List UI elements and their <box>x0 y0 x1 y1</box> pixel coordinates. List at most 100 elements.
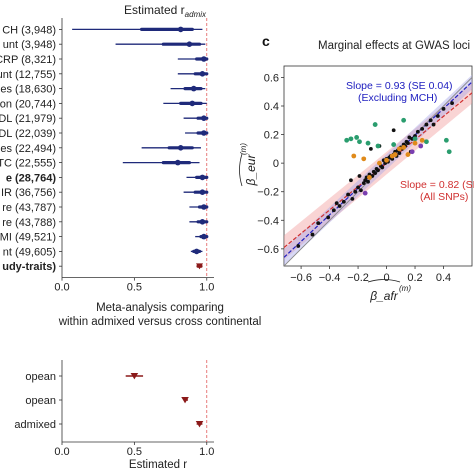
forest-estimate-point <box>177 26 184 33</box>
scatter-x-tick-label: −0.4 <box>319 272 341 284</box>
scatter-point-other <box>361 181 366 186</box>
forest-row-label: DL (22,039) <box>0 128 56 140</box>
forest-estimate-point <box>199 174 206 181</box>
scatter-point-orange <box>377 160 382 166</box>
scatter-point-orange <box>396 146 402 152</box>
scatter-point-green <box>348 136 354 142</box>
forest-estimate-point <box>189 100 196 107</box>
scatter-point-other <box>357 174 362 178</box>
annotation-slope-all-snps: Slope = 0.82 (SE 0 <box>400 179 474 191</box>
scatter-point-orange <box>361 156 367 162</box>
scatter-point-other <box>356 185 360 190</box>
forest-estimate-point <box>201 56 207 62</box>
forest-estimate-point <box>201 204 207 210</box>
scatter-point-green <box>354 135 360 140</box>
annotation-slope-excluding-mch: Slope = 0.93 (SE 0.04) <box>346 80 453 92</box>
scatter-point-other <box>407 135 412 140</box>
scatter-point-other <box>406 141 410 146</box>
forest-xlabel-top: Estimated radmix <box>124 3 207 19</box>
scatter-point-green <box>372 122 378 127</box>
scatter-point-other <box>420 126 425 131</box>
meta-title-line: Meta-analysis comparing <box>96 302 224 314</box>
scatter-point-green <box>344 137 350 143</box>
forest-plot-admix: Estimated radmix CH (3,948) unt (3,948) CR… <box>0 3 214 294</box>
meta-row-label: opean <box>25 395 56 407</box>
forest-row-label: MI (49,521) <box>0 232 56 244</box>
meta-row-label: opean <box>25 371 56 383</box>
scatter-xlabel-hat <box>367 279 401 283</box>
scatter-point-purple <box>418 143 424 149</box>
scatter-point-other <box>310 232 315 237</box>
annotation-sub-all-snps: (All SNPs) <box>420 191 468 203</box>
meta-estimate-triangle <box>130 372 139 380</box>
forest-row-label: CRP (8,321) <box>0 54 56 66</box>
scatter-point-green <box>375 143 381 149</box>
forest-row-label: on (20,744) <box>0 98 56 110</box>
forest-estimate-point <box>175 159 181 166</box>
scatter-x-tick-label: 0 <box>383 272 389 284</box>
scatter-y-tick-label: 0.2 <box>264 130 279 142</box>
meta-x-axis: 0.0 0.5 1.0 <box>54 360 214 458</box>
scatter-x-tick-label: 0.2 <box>407 272 422 284</box>
meta-x-tick-label: 0.0 <box>54 446 69 458</box>
scatter-point-other <box>337 204 342 208</box>
forest-estimate-point <box>193 248 200 255</box>
meta-x-tick-label: 0.5 <box>127 446 142 458</box>
scatter-point-orange <box>401 145 407 150</box>
scatter-y-tick-label: 0.6 <box>264 72 279 84</box>
scatter-point-orange <box>351 153 357 159</box>
scatter-xlabel-sup: (m) <box>399 284 411 293</box>
scatter-point-orange <box>367 175 372 180</box>
meta-title: Meta-analysis comparing within admixed ve… <box>58 302 262 328</box>
scatter-point-other <box>450 101 454 106</box>
scatter-point-orange <box>419 137 425 143</box>
scatter-point-other <box>296 244 301 248</box>
forest-estimate-point <box>201 115 207 121</box>
scatter-x-tick-label: −0.6 <box>290 272 312 284</box>
forest-xlabel-sub: admix <box>185 10 207 19</box>
scatter-point-other <box>353 189 358 194</box>
scatter-x-tick-label: −0.2 <box>347 272 369 284</box>
scatter-y-tick-label: −0.4 <box>257 215 279 227</box>
forest-x-tick-label: 1.0 <box>199 282 214 294</box>
forest-estimate-point <box>186 41 193 47</box>
scatter-point-purple <box>362 190 368 196</box>
scatter-point-other <box>428 118 433 123</box>
forest-x-tick-label: 0.5 <box>127 282 142 294</box>
meta-rows: opean opean admixed <box>14 371 204 431</box>
scatter-point-green <box>443 137 449 143</box>
forest-row-label: e (28,764) <box>6 172 56 184</box>
scatter-point-other <box>380 165 385 170</box>
scatter-point-purple <box>409 149 415 155</box>
annotation-sub-excluding-mch: (Excluding MCH) <box>358 92 437 104</box>
meta-title-line: within admixed versus cross continental <box>58 316 262 328</box>
forest-row-label: re (43,787) <box>2 202 56 214</box>
meta-analysis-plot: Meta-analysis comparing within admixed ve… <box>14 302 261 471</box>
scatter-point-other <box>363 178 368 183</box>
panel-label-c: c <box>262 33 270 49</box>
scatter-y-tick-label: −0.2 <box>257 187 279 199</box>
scatter-point-other <box>341 199 346 204</box>
forest-estimate-point <box>199 219 206 225</box>
forest-estimate-point <box>199 71 206 77</box>
scatter-y-tick-label: 0 <box>273 158 279 170</box>
scatter-point-other <box>424 122 429 127</box>
forest-row-label: es (22,494) <box>0 143 56 155</box>
forest-row-label: IR (36,756) <box>1 187 56 199</box>
scatter-point-green <box>357 139 362 145</box>
meta-estimate-triangle <box>181 396 189 404</box>
scatter-point-other <box>391 128 396 133</box>
forest-estimate-point <box>201 233 207 240</box>
meta-xlabel: Estimated r <box>129 459 187 471</box>
scatter-point-green <box>391 142 397 147</box>
forest-row-label: es (18,630) <box>0 84 56 96</box>
forest-row-label: TC (22,555) <box>0 158 56 170</box>
scatter-point-other <box>316 221 321 226</box>
forest-row-label: CH (3,948) <box>2 24 56 36</box>
forest-row-label: DL (21,979) <box>0 113 56 125</box>
scatter-point-orange <box>384 157 389 163</box>
scatter-ylabel-sup: (m) <box>239 143 248 155</box>
forest-row-label: nt (49,605) <box>3 246 56 258</box>
scatter-point-other <box>373 171 378 176</box>
